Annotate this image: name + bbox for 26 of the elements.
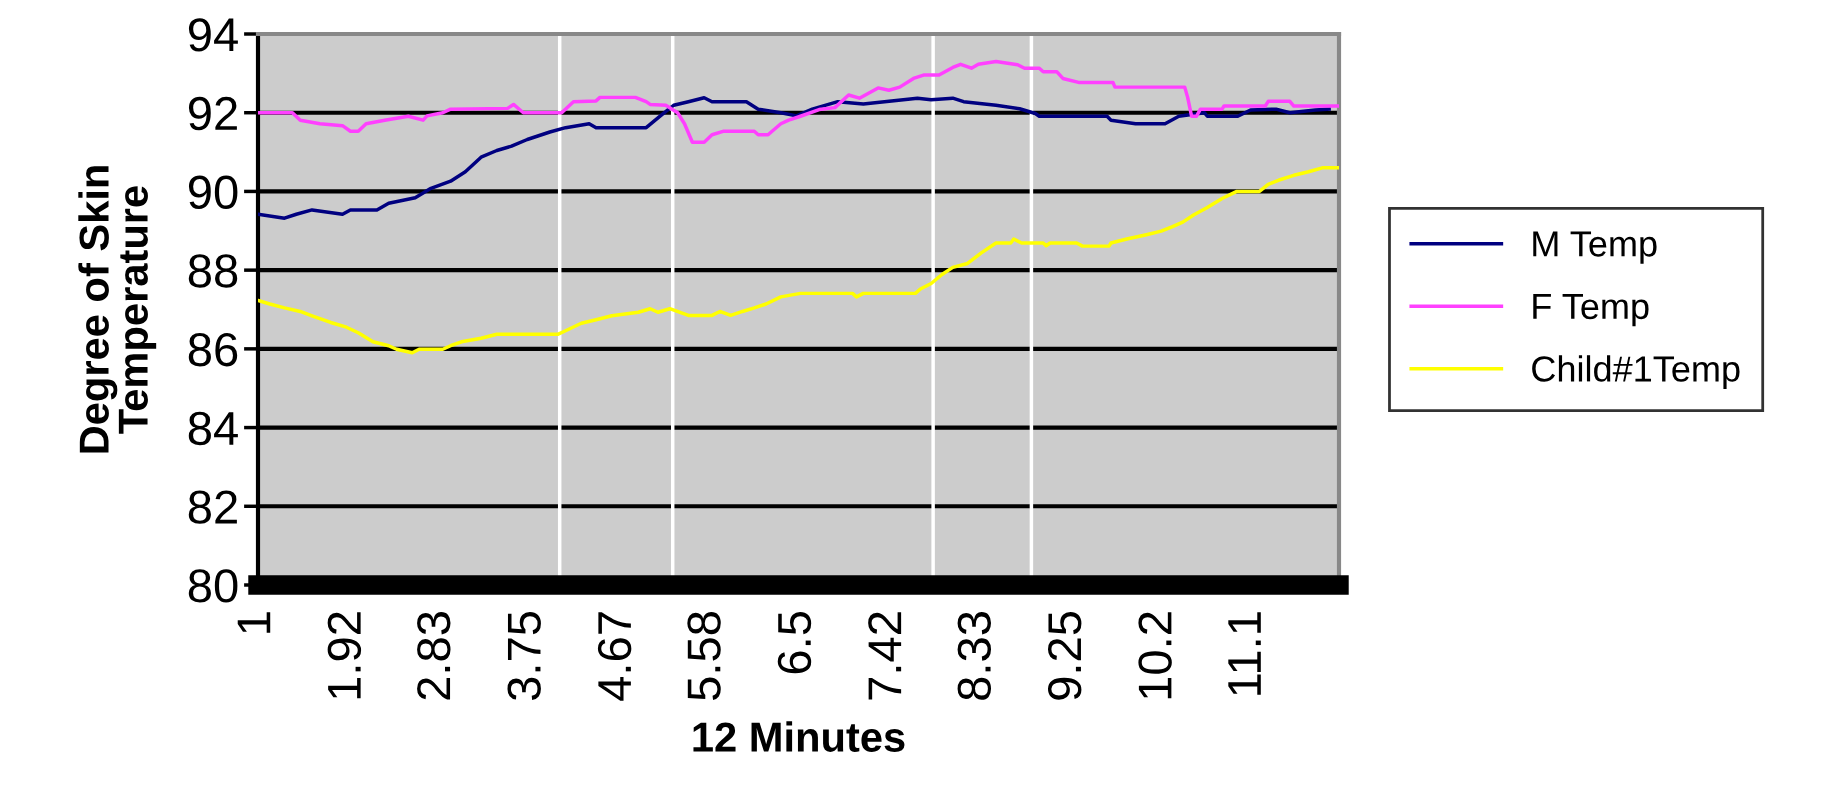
x-tick-label: 3.75 <box>507 611 541 701</box>
x-tick-label: 1.92 <box>327 612 362 699</box>
legend-label: F Temp <box>1533 293 1649 327</box>
x-tick-label: 7.42 <box>868 612 902 700</box>
x-tick-label: 10.2 <box>1138 612 1172 699</box>
legend-label: M Temp <box>1533 231 1657 264</box>
x-tick-label: 6.5 <box>777 611 812 674</box>
x-tick-label: 4.67 <box>597 612 632 701</box>
x-tick-label: 1 <box>237 612 271 633</box>
y-tick-label: 92 <box>188 96 237 131</box>
y-tick-label: 88 <box>188 254 238 288</box>
y-tick-label: 86 <box>188 332 238 367</box>
y-tick-label: 82 <box>188 490 237 524</box>
line-series <box>258 96 1331 220</box>
y-tick-label: 84 <box>188 411 238 446</box>
y-tick-label: 90 <box>188 175 238 209</box>
y-tick-label: 80 <box>188 569 238 603</box>
x-axis-title: 12 Minutes <box>693 721 905 752</box>
x-tick-label: 2.83 <box>417 612 451 700</box>
x-tick-label: 9.25 <box>1047 611 1082 700</box>
x-tick-label: 8.33 <box>957 612 992 700</box>
x-tick-label: 11.1 <box>1228 612 1261 695</box>
legend-label: Child#1Temp <box>1532 355 1740 389</box>
y-tick-label: 94 <box>188 18 238 52</box>
x-tick-label: 5.58 <box>687 612 721 701</box>
y-axis-title: Degree of Skin Temperature <box>78 166 157 453</box>
